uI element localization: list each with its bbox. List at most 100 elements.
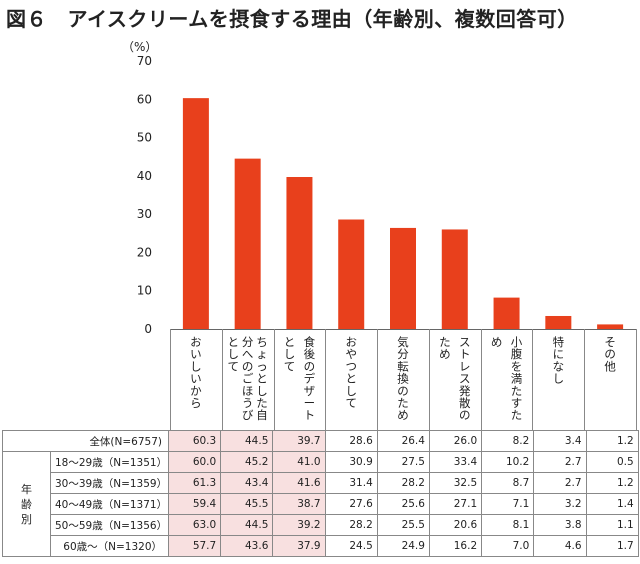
y-tick-label: 70: [137, 54, 152, 68]
bar: [182, 98, 209, 329]
x-category-char: し: [553, 372, 565, 386]
x-category-char: 換: [397, 372, 409, 386]
x-category-char: ス: [459, 372, 471, 386]
x-category-char: し: [284, 347, 296, 361]
x-category-char: し: [228, 347, 240, 361]
chart-title: 図６ アイスクリームを摂食する理由（年齢別、複数回答可）: [6, 7, 578, 31]
bar: [234, 158, 261, 329]
table-cell: 20.6: [428, 514, 483, 536]
x-category-char: め: [491, 335, 503, 349]
x-category-char: す: [511, 396, 523, 410]
table-cell: 31.4: [324, 472, 378, 494]
table-cell: 16.2: [428, 535, 483, 557]
y-tick-label: 50: [137, 131, 152, 145]
table-row: 年齢別 18～29歳（N=1351） 60.0 45.2 41.0 30.9 27.5 33.…: [2, 451, 639, 557]
table-cell: 1.7: [585, 535, 639, 557]
table-row: 50～59歳（N=1356） 63.0 44.5 39.2 28.2 25.5 20.6 8.…: [3, 514, 639, 536]
row-label: 全体(N=6757): [1, 430, 170, 452]
x-category-char: そ: [604, 335, 616, 349]
table-cell: 37.9: [272, 535, 326, 557]
x-category-char: ト: [304, 408, 316, 422]
x-category-char: の: [604, 347, 616, 361]
x-category-char: し: [256, 384, 268, 398]
x-category-char: 後: [304, 347, 316, 361]
table-cell: 59.4: [168, 493, 222, 515]
x-category-char: し: [345, 384, 357, 398]
x-category-char: め: [397, 408, 409, 422]
table-cell: 33.4: [428, 451, 483, 473]
x-category-char: 散: [459, 396, 471, 410]
category-labels: おいしいからちょっとした自分へのごほうびとして食後のデザートとしておやつとして気…: [170, 329, 637, 430]
y-tick-label: 0: [144, 322, 152, 336]
x-category-char: へ: [242, 347, 254, 361]
table-cell: 44.5: [220, 514, 274, 536]
table-cell: 63.0: [168, 514, 222, 536]
x-category-char: と: [345, 372, 357, 386]
table-cell: 10.2: [481, 451, 535, 473]
table-cell: 41.0: [272, 451, 326, 473]
table-cell: 27.1: [428, 493, 483, 515]
x-category-char: い: [190, 372, 202, 386]
bar: [338, 219, 365, 329]
table-row: 40～49歳（N=1371） 59.4 45.5 38.7 27.6 25.6 27.1 7.…: [3, 493, 639, 515]
table-cell: 3.2: [533, 493, 587, 515]
table-row: 60歳～（N=1320） 57.7 43.6 37.9 24.5 24.9 16.2 7.0 4…: [3, 535, 639, 557]
table-cell: 1.4: [585, 493, 639, 515]
x-category-char: レ: [459, 359, 471, 373]
x-category-char: と: [256, 372, 268, 386]
x-category-char: と: [284, 335, 296, 349]
x-category-char: 分: [397, 347, 409, 361]
x-category-char: デ: [304, 372, 316, 386]
table-cell: 44.5: [220, 430, 274, 452]
x-category-char: お: [345, 335, 357, 349]
x-category-char: ち: [256, 335, 268, 349]
table-cell: 28.2: [324, 514, 378, 536]
table-cell: 41.6: [272, 472, 326, 494]
table-cell: 3.4: [533, 430, 587, 452]
age-group-char: 年: [21, 482, 32, 496]
row-label: 50～59歳（N=1356）: [49, 514, 170, 536]
x-category-char: や: [345, 347, 357, 361]
x-category-char: ス: [459, 335, 471, 349]
x-category-char: ょ: [256, 347, 268, 361]
table-cell: 25.5: [376, 514, 430, 536]
row-label: 60歳～（N=1320）: [49, 535, 170, 557]
x-category-char: ら: [190, 396, 202, 410]
x-category-char: め: [439, 347, 451, 361]
y-tick-label: 40: [137, 169, 152, 183]
age-group-char: 別: [21, 512, 32, 526]
x-category-char: ザ: [304, 384, 316, 398]
x-category-char: ー: [304, 396, 316, 410]
x-category-char: を: [511, 359, 523, 373]
table-cell: 4.6: [533, 535, 587, 557]
x-category-char: 小: [511, 335, 523, 349]
x-category-char: の: [459, 408, 471, 422]
table-cell: 2.7: [533, 451, 587, 473]
table-cell: 57.7: [168, 535, 222, 557]
row-label: 40～49歳（N=1371）: [49, 493, 170, 515]
bar: [441, 229, 468, 329]
y-tick-label: 10: [137, 284, 152, 298]
table-cell: 43.6: [220, 535, 274, 557]
table-cell: 60.3: [168, 430, 222, 452]
table-cell: 45.2: [220, 451, 274, 473]
x-category-char: ご: [242, 372, 254, 386]
bar: [545, 315, 572, 329]
table-cell: 28.2: [376, 472, 430, 494]
table-cell: 25.6: [376, 493, 430, 515]
x-category-char: う: [242, 396, 254, 410]
table-cell: 61.3: [168, 472, 222, 494]
x-category-char: つ: [345, 359, 357, 373]
y-tick-label: 30: [137, 207, 152, 221]
bars: [182, 98, 624, 329]
x-category-char: て: [345, 396, 357, 410]
x-category-char: 発: [459, 384, 471, 398]
age-group-char: 齢: [21, 497, 32, 511]
x-category-char: 満: [511, 372, 523, 386]
row-label: 18～29歳（N=1351）: [49, 451, 170, 473]
table-cell: 8.7: [481, 472, 535, 494]
table-cell: 28.6: [324, 430, 378, 452]
x-category-char: た: [439, 335, 451, 349]
x-category-char: と: [228, 335, 240, 349]
